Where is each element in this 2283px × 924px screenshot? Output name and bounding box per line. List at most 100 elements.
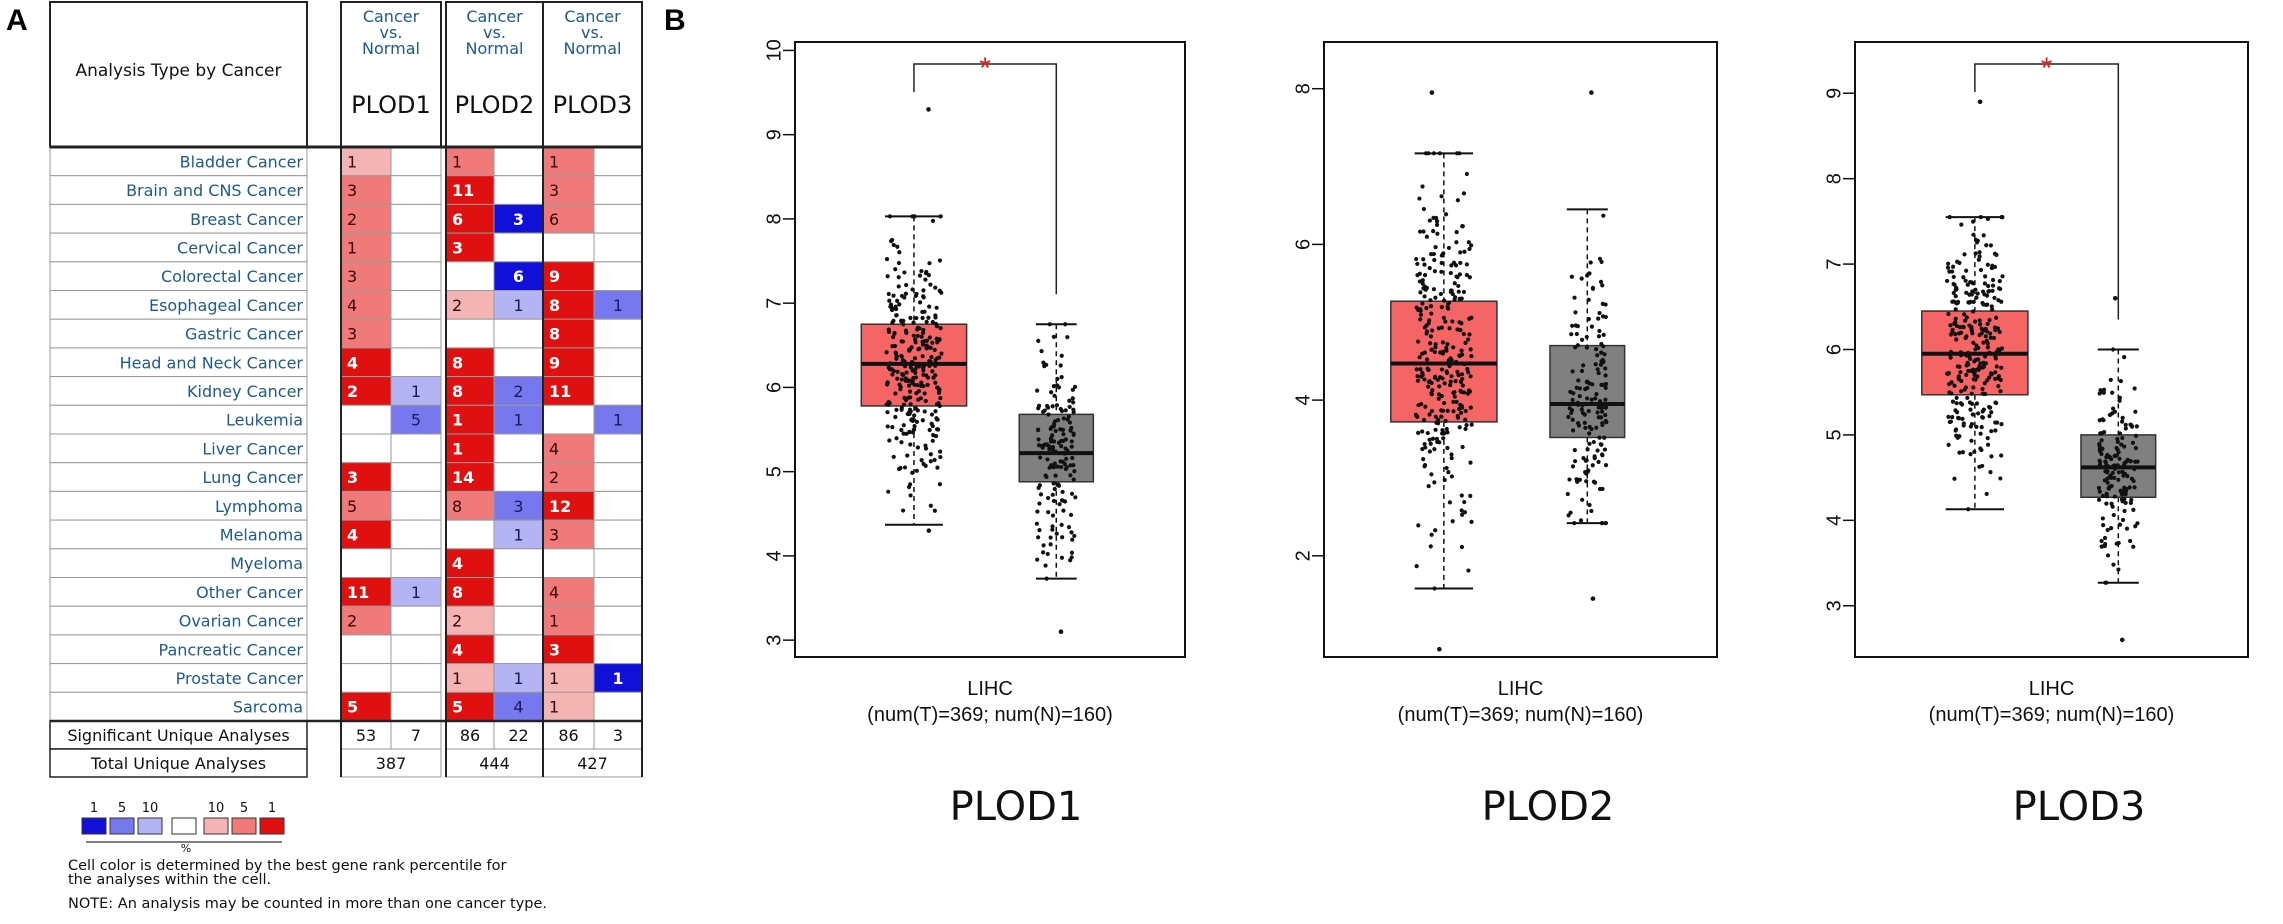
cell-count: 1 xyxy=(549,152,559,171)
data-point xyxy=(886,329,892,335)
data-point xyxy=(2133,446,2139,451)
data-point xyxy=(1429,347,1434,352)
data-point xyxy=(921,294,926,299)
data-point xyxy=(891,242,896,248)
data-point xyxy=(1436,326,1441,331)
data-point xyxy=(1427,379,1432,384)
data-point xyxy=(885,380,890,386)
cell-count: 1 xyxy=(452,152,462,171)
data-point xyxy=(1565,491,1570,497)
data-point xyxy=(889,238,894,244)
data-point xyxy=(1445,408,1450,414)
data-point xyxy=(1442,400,1447,406)
data-point xyxy=(936,427,941,432)
data-point xyxy=(922,391,927,396)
data-point xyxy=(1586,468,1591,473)
cancer-row-label-cell xyxy=(49,634,308,665)
data-point xyxy=(1048,436,1053,442)
data-point xyxy=(928,459,933,464)
cell-count: 2 xyxy=(452,612,462,631)
data-point xyxy=(1965,282,1970,287)
data-point xyxy=(1420,429,1425,434)
data-point xyxy=(1439,253,1444,258)
data-point xyxy=(1439,325,1444,330)
data-point xyxy=(1978,431,1983,436)
data-point xyxy=(1061,416,1066,421)
data-point xyxy=(924,319,929,324)
data-point xyxy=(1986,288,1992,294)
data-point xyxy=(924,346,929,351)
table-cell xyxy=(593,490,643,521)
data-point xyxy=(930,218,936,224)
data-point xyxy=(2099,538,2104,544)
data-point xyxy=(2115,463,2120,468)
data-point xyxy=(1947,215,1952,220)
data-point xyxy=(1961,275,1966,280)
data-point xyxy=(1971,299,1976,305)
data-point xyxy=(1601,332,1606,337)
data-point xyxy=(1596,405,1601,410)
data-point xyxy=(1457,353,1462,358)
data-point xyxy=(1971,340,1976,345)
data-point xyxy=(910,430,915,435)
data-point xyxy=(1035,557,1040,562)
data-point xyxy=(1583,470,1588,475)
data-point xyxy=(1045,405,1051,410)
data-point xyxy=(1051,421,1057,427)
data-point xyxy=(923,277,928,282)
cell-count: 4 xyxy=(452,554,463,573)
data-point xyxy=(907,395,913,400)
data-point xyxy=(1058,459,1063,464)
table-cell xyxy=(493,519,544,550)
data-point xyxy=(1047,322,1052,327)
data-point xyxy=(1980,289,1986,294)
data-point xyxy=(1042,442,1048,447)
outlier-point xyxy=(1589,90,1594,95)
data-point xyxy=(2109,475,2114,480)
cancer-type-label: Kidney Cancer xyxy=(187,382,303,401)
data-point xyxy=(1575,400,1580,405)
data-point xyxy=(1953,287,1958,292)
data-point xyxy=(2105,464,2111,469)
data-point xyxy=(1034,521,1040,526)
data-point xyxy=(2100,446,2105,451)
data-point xyxy=(1461,331,1466,337)
data-point xyxy=(1980,409,1985,414)
plot-frame xyxy=(1854,41,2249,658)
data-point xyxy=(1461,361,1466,366)
table-cell xyxy=(493,347,544,378)
data-point xyxy=(1454,240,1459,245)
table-cell xyxy=(542,232,595,263)
data-point xyxy=(1035,427,1041,433)
data-point xyxy=(1597,328,1602,334)
data-point xyxy=(1593,396,1598,401)
cancer-row-label-cell xyxy=(49,691,308,722)
data-point xyxy=(1052,461,1057,466)
data-point xyxy=(1422,273,1428,278)
data-point xyxy=(1443,418,1448,424)
data-point xyxy=(1431,287,1437,292)
data-point xyxy=(1996,384,2001,389)
data-point xyxy=(1985,442,1991,447)
data-point xyxy=(1446,301,1451,306)
comparison-label: Normal xyxy=(564,39,622,58)
cell-count: 5 xyxy=(411,411,421,430)
data-point xyxy=(1971,385,1976,390)
data-point xyxy=(2133,433,2139,438)
data-point xyxy=(2127,485,2132,490)
data-point xyxy=(1574,385,1579,390)
data-point xyxy=(1063,446,1068,451)
data-point xyxy=(1568,510,1573,515)
data-point xyxy=(1069,491,1075,496)
data-point xyxy=(1601,344,1606,349)
data-point xyxy=(900,372,905,377)
comparison-label: vs. xyxy=(581,23,604,42)
data-point xyxy=(2103,469,2108,474)
data-point xyxy=(899,293,905,299)
cell-count: 1 xyxy=(347,152,357,171)
data-point xyxy=(933,363,938,368)
data-point xyxy=(2123,460,2128,465)
data-point xyxy=(2129,423,2134,428)
data-point xyxy=(1569,410,1574,416)
data-point xyxy=(1422,441,1427,447)
